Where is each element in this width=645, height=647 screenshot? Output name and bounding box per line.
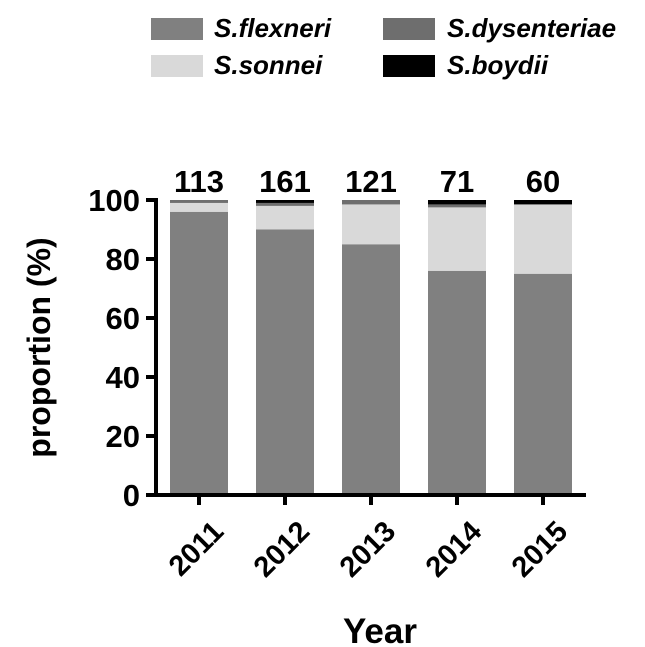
bar-2012-sboydii [256, 200, 314, 203]
x-axis-title: Year [343, 612, 417, 647]
bar-2014-sdysenteriae [428, 204, 486, 208]
legend-swatch-ssonnei [151, 55, 203, 77]
bar-2012-sdysenteriae [256, 202, 314, 206]
y-axis-title: proportion (%) [21, 237, 57, 457]
y-tick-label-0: 0 [123, 478, 140, 513]
bar-2015-sflexneri [514, 273, 572, 495]
bar-2015-ssonnei [514, 204, 572, 274]
total-label-2013: 121 [345, 164, 397, 199]
legend-label-sboydii: S.boydii [447, 50, 549, 80]
bar-2014-sboydii [428, 200, 486, 205]
bar-2012-ssonnei [256, 205, 314, 230]
bar-2013-sflexneri [342, 244, 400, 495]
x-tick-label-2011: 2011 [163, 515, 230, 582]
labels: 113 161 121 71 60 proportion (%) Year [21, 164, 560, 647]
legend: S.flexneri S.sonnei S.dysenteriae S.boydii [151, 13, 616, 80]
x-tick-label-2012: 2012 [248, 515, 316, 583]
y-tick-label-80: 80 [106, 242, 140, 277]
legend-label-sdysenteriae: S.dysenteriae [447, 13, 616, 43]
y-tick-label-20: 20 [106, 419, 140, 454]
bar-2015-sboydii [514, 200, 572, 205]
legend-swatch-sboydii [383, 55, 435, 77]
total-label-2015: 60 [526, 164, 560, 199]
legend-swatch-sflexneri [151, 18, 203, 40]
bar-2011-sdysenteriae [170, 200, 228, 203]
x-tick-label-2015: 2015 [506, 515, 574, 583]
bar-2013-sdysenteriae [342, 200, 400, 205]
y-tick-label-40: 40 [106, 360, 140, 395]
bar-2014-sflexneri [428, 270, 486, 495]
bar-2013-ssonnei [342, 204, 400, 245]
y-tick-label-100: 100 [88, 183, 140, 218]
x-tick-label-2014: 2014 [420, 515, 488, 583]
legend-swatch-sdysenteriae [383, 18, 435, 40]
y-tick-label-60: 60 [106, 301, 140, 336]
legend-label-ssonnei: S.sonnei [214, 50, 323, 80]
total-label-2014: 71 [440, 164, 474, 199]
bar-2011-ssonnei [170, 202, 228, 212]
legend-label-sflexneri: S.flexneri [214, 13, 332, 43]
total-label-2011: 113 [174, 164, 224, 199]
total-label-2012: 161 [259, 164, 311, 199]
bar-2014-ssonnei [428, 207, 486, 271]
bar-2011-sflexneri [170, 211, 228, 496]
bar-2012-sflexneri [256, 229, 314, 495]
axes: 2011 2012 2013 2014 2015 0 20 40 60 80 100 [88, 183, 586, 584]
x-tick-label-2013: 2013 [334, 515, 402, 583]
bars [170, 200, 572, 496]
